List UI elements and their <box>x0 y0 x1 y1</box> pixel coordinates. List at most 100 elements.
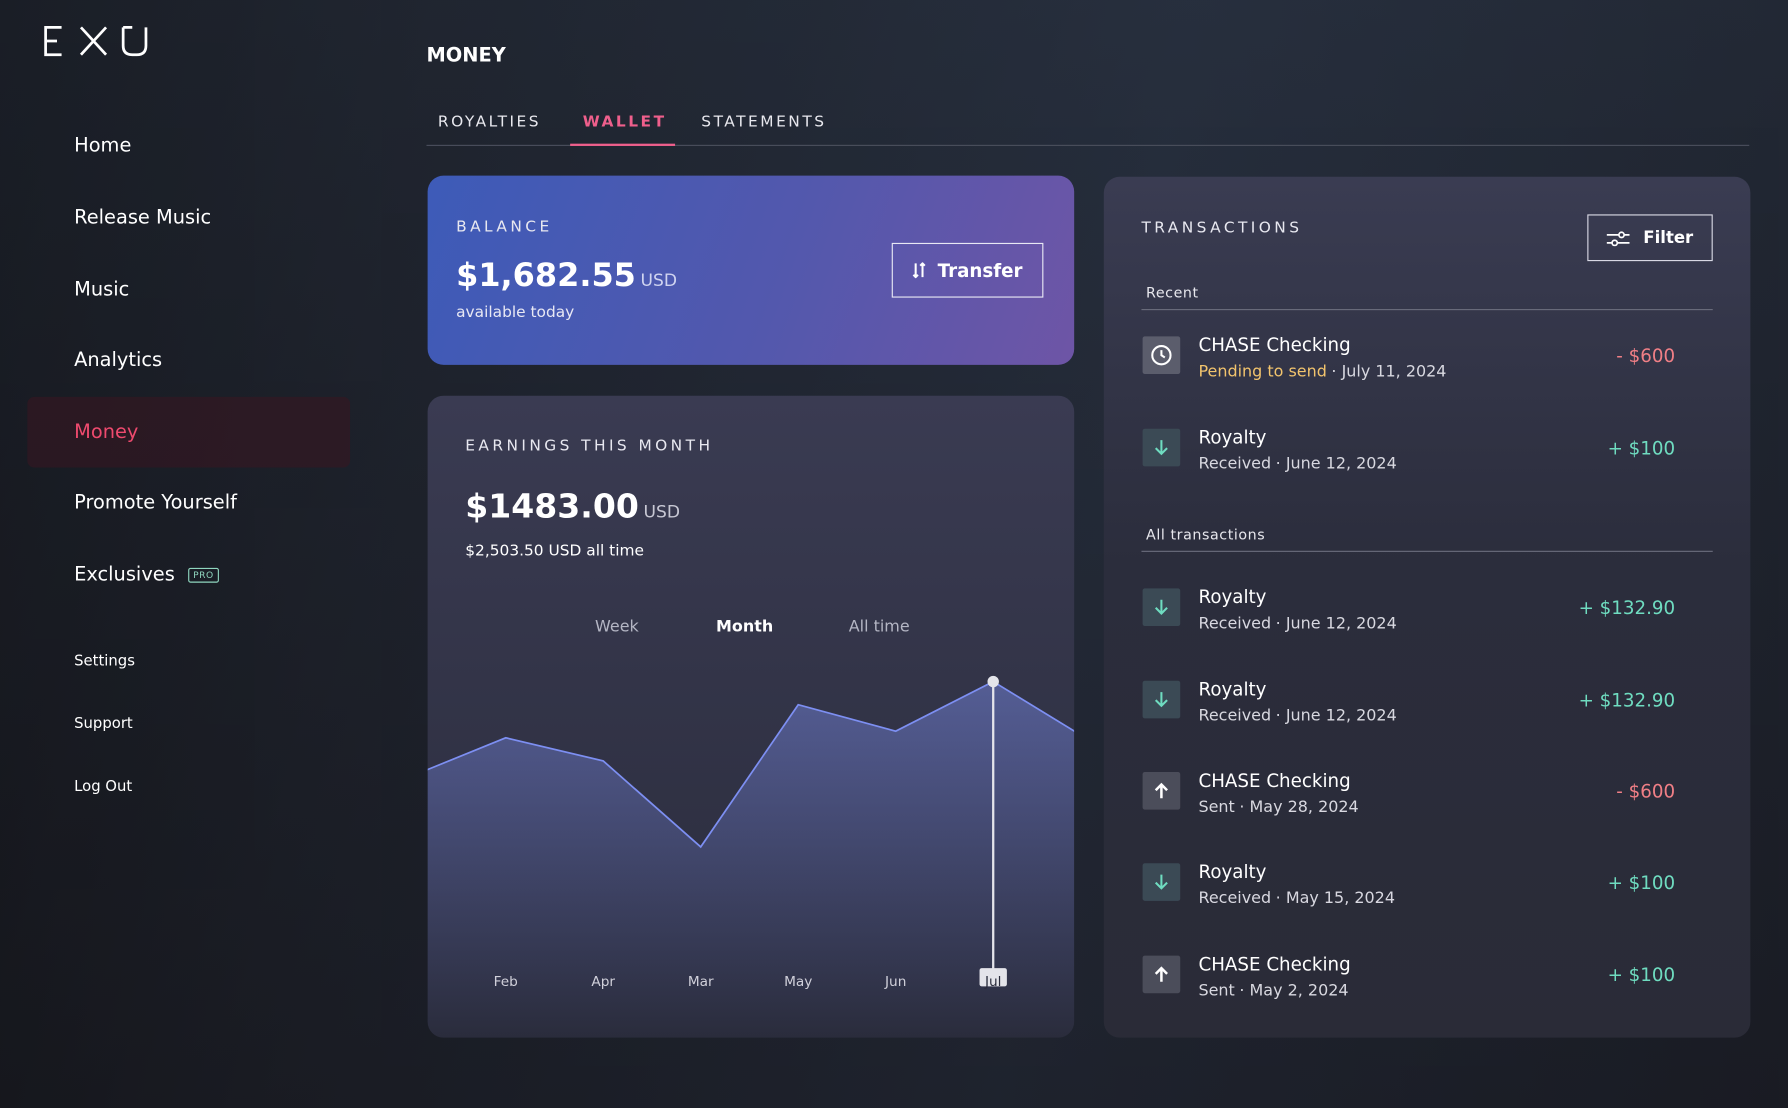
transaction-icon <box>1142 336 1181 375</box>
range-option[interactable]: Month <box>716 618 774 637</box>
section-label: Recent <box>1146 283 1199 302</box>
secondary-nav-item[interactable]: Log Out <box>74 778 133 796</box>
transaction-detail: Received · June 12, 2024 <box>1198 707 1396 725</box>
tab[interactable]: WALLET <box>582 112 667 132</box>
glyph <box>1154 966 1168 982</box>
tab[interactable]: STATEMENTS <box>701 112 827 132</box>
x-tick-label: Jul <box>984 974 1002 990</box>
arrow <box>1154 966 1168 982</box>
secondary-nav-item[interactable]: Support <box>74 715 133 733</box>
filter-label: Filter <box>1643 228 1694 247</box>
pro-badge: PRO <box>188 567 219 583</box>
transaction-row[interactable]: Royalty Received · June 12, 2024 + $132.90 <box>1104 655 1751 746</box>
nav-item[interactable]: Music <box>74 278 129 301</box>
range-option[interactable]: All time <box>848 618 910 637</box>
balance-label: BALANCE <box>456 217 553 237</box>
transaction-icon <box>1142 863 1181 901</box>
transaction-status: Pending to send <box>1198 362 1327 381</box>
transaction-date: · June 12, 2024 <box>1275 454 1397 474</box>
transaction-status: Received <box>1198 706 1272 726</box>
amount: $1,682.55 <box>456 256 636 295</box>
transaction-detail: Received · June 12, 2024 <box>1198 455 1396 473</box>
icon-glyph <box>1154 966 1168 982</box>
icon-glyph <box>1154 692 1168 708</box>
nav-item[interactable]: Analytics <box>74 349 162 372</box>
transaction-detail: Pending to send · July 11, 2024 <box>1198 363 1446 381</box>
transaction-date: · June 12, 2024 <box>1275 706 1397 726</box>
earnings-chart: Feb Apr Mar May Jun Jul <box>427 675 1075 1038</box>
x-tick-label: May <box>784 974 812 990</box>
section-label: All transactions <box>1146 525 1266 543</box>
transaction-status: Received <box>1198 614 1272 633</box>
transaction-row[interactable]: Royalty Received · June 12, 2024 + $100 <box>1104 403 1751 494</box>
arrow <box>1154 440 1168 456</box>
icon-glyph <box>1154 782 1168 799</box>
nav-active-bg <box>27 396 351 468</box>
transaction-detail: Sent · May 28, 2024 <box>1198 798 1358 816</box>
nav-item[interactable]: Promote Yourself <box>74 491 237 514</box>
range-option[interactable]: Week <box>595 618 639 637</box>
earnings-title: EARNINGS THIS MONTH <box>465 436 714 455</box>
earnings-card: EARNINGS THIS MONTH $1483.00 USD $2,503.5… <box>427 395 1075 1038</box>
transaction-date: · May 28, 2024 <box>1239 798 1359 817</box>
transaction-name: CHASE Checking <box>1198 953 1351 975</box>
transfer-icon <box>912 262 926 279</box>
area <box>427 681 1075 1038</box>
section-divider <box>1141 309 1713 311</box>
balance-amount: $1,682.55 USD <box>456 257 677 295</box>
nav-item[interactable]: Release Music <box>74 206 211 229</box>
transaction-status: Received <box>1198 454 1272 474</box>
transaction-row[interactable]: CHASE Checking Sent · May 2, 2024 + $100 <box>1104 929 1751 1020</box>
transactions-title: TRANSACTIONS <box>1141 218 1303 238</box>
currency: USD <box>643 501 680 523</box>
logo[interactable] <box>43 25 151 57</box>
tab[interactable]: ROYALTIES <box>437 112 542 132</box>
icon-glyph <box>1154 599 1168 615</box>
transaction-row[interactable]: Royalty Received · June 12, 2024 + $132.90 <box>1104 562 1751 653</box>
icon-glyph <box>1151 345 1172 366</box>
transfer-label: Transfer <box>937 259 1023 282</box>
tab-divider <box>426 144 1750 146</box>
transaction-row[interactable]: CHASE Checking Pending to send · July 11, … <box>1104 310 1751 401</box>
transaction-date: · June 12, 2024 <box>1275 614 1397 633</box>
transaction-amount: - $600 <box>1616 780 1676 803</box>
x-tick-label: Apr <box>591 974 615 990</box>
transaction-status: Received <box>1198 889 1272 908</box>
transactions-card: TRANSACTIONS Filter Recent CHASE Checking… <box>1103 176 1751 1038</box>
transaction-icon <box>1142 771 1181 810</box>
nav-item[interactable]: Exclusives PRO <box>74 563 219 586</box>
glyph <box>1154 440 1168 456</box>
transaction-date: · July 11, 2024 <box>1331 362 1447 381</box>
transaction-name: Royalty <box>1198 426 1267 449</box>
arrow <box>1154 692 1168 708</box>
transaction-amount: + $132.90 <box>1578 689 1676 711</box>
section-divider <box>1141 550 1713 552</box>
secondary-nav-item[interactable]: Settings <box>74 652 135 670</box>
nav-item[interactable]: Home <box>74 135 131 158</box>
transaction-date: · May 15, 2024 <box>1275 889 1395 908</box>
transaction-amount: + $100 <box>1607 437 1676 459</box>
transaction-icon <box>1142 680 1181 719</box>
x-tick-label: Jun <box>884 974 906 990</box>
amount: $1483.00 <box>465 486 639 526</box>
transfer-button[interactable]: Transfer <box>891 242 1044 298</box>
transaction-row[interactable]: Royalty Received · May 15, 2024 + $100 <box>1104 837 1751 928</box>
filter-button[interactable]: Filter <box>1587 214 1713 262</box>
arrow <box>1154 599 1168 615</box>
transaction-row[interactable]: CHASE Checking Sent · May 28, 2024 - $600 <box>1104 746 1751 837</box>
nav-item[interactable]: Money <box>74 421 138 444</box>
icon-glyph <box>1154 874 1168 890</box>
nav-label: Analytics <box>74 348 163 372</box>
x-tick-label: Feb <box>494 974 518 990</box>
x-tick-label: Mar <box>688 974 714 990</box>
arrow <box>1154 782 1168 799</box>
transaction-name: CHASE Checking <box>1198 769 1351 792</box>
balance-note: available today <box>456 303 575 322</box>
currency: USD <box>640 270 678 291</box>
glyph <box>1154 782 1168 799</box>
nav-label: Release Music <box>74 206 212 230</box>
clock-hands <box>1160 350 1166 359</box>
transaction-name: Royalty <box>1198 586 1267 608</box>
